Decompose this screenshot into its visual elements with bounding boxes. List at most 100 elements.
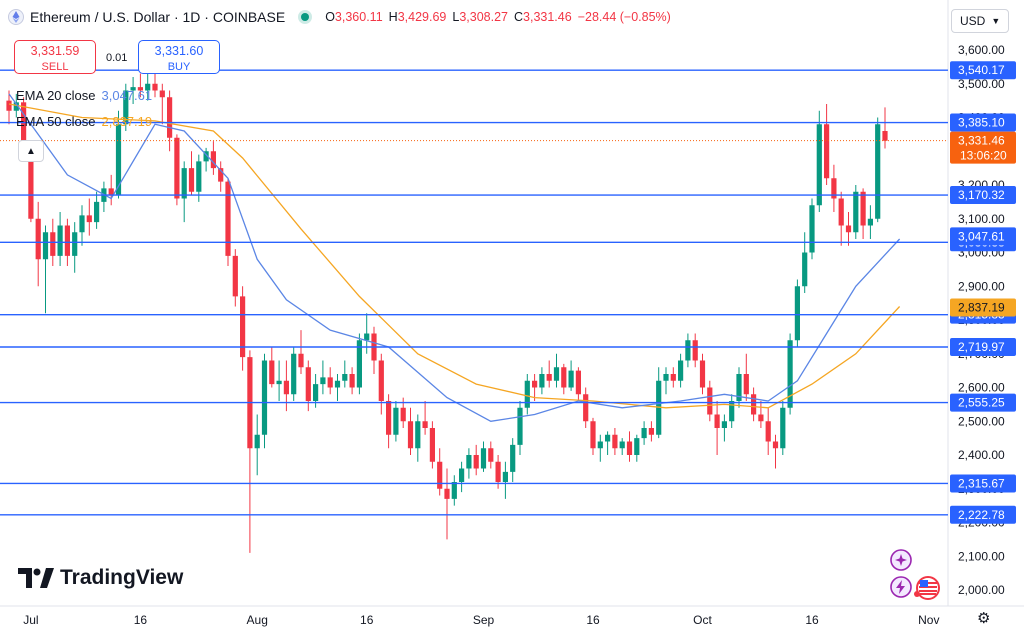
ai-assistant-button[interactable] bbox=[890, 549, 912, 571]
level-price-tag bbox=[950, 393, 1016, 412]
candle-body bbox=[342, 374, 348, 381]
collapse-legend-button[interactable]: ▲ bbox=[18, 140, 44, 162]
candle-body bbox=[692, 340, 698, 361]
symbol-title[interactable]: Ethereum / U.S. Dollar · 1D · COINBASE bbox=[30, 9, 286, 25]
candle-body bbox=[291, 353, 297, 395]
level-price-label: 2,222.78 bbox=[958, 508, 1005, 522]
ema20-value: 3,047.61 bbox=[101, 88, 153, 103]
candle-body bbox=[875, 124, 881, 219]
candle-body bbox=[553, 367, 560, 381]
candle-body bbox=[678, 360, 684, 381]
market-open-indicator bbox=[301, 13, 310, 21]
sparkle-icon bbox=[890, 549, 912, 571]
candle-body bbox=[867, 218, 873, 226]
x-tick-label: Jul bbox=[23, 613, 38, 627]
candle-body bbox=[495, 461, 501, 482]
x-tick-label: 16 bbox=[586, 613, 600, 627]
gear-icon[interactable]: ⚙ bbox=[977, 610, 991, 627]
candle-body bbox=[736, 374, 742, 401]
candle-body bbox=[561, 367, 567, 388]
candle-body bbox=[334, 380, 341, 388]
candle-body bbox=[532, 380, 538, 388]
level-price-tag bbox=[950, 338, 1016, 357]
level-price-tag bbox=[950, 505, 1016, 524]
y-tick-label: 2,900.00 bbox=[958, 279, 1005, 293]
candle-body bbox=[524, 380, 530, 408]
candle-body bbox=[386, 401, 392, 435]
level-price-label: 3,170.32 bbox=[958, 188, 1005, 202]
candle-body bbox=[276, 380, 282, 385]
candle-body bbox=[378, 360, 384, 401]
candle-body bbox=[145, 83, 151, 91]
ema50-value: 2,837.19 bbox=[101, 114, 153, 129]
last-price-label: 3,331.46 bbox=[958, 134, 1005, 148]
ema-price-label: 2,837.19 bbox=[958, 300, 1005, 314]
candle-body bbox=[626, 441, 633, 455]
price-change: −28.44 (−0.85%) bbox=[577, 10, 671, 24]
candle-body bbox=[809, 205, 815, 253]
candle-body bbox=[174, 137, 180, 199]
ohlc-values: O3,360.11 H3,429.69 L3,308.27 C3,331.46 … bbox=[325, 10, 671, 24]
x-tick-label: 16 bbox=[805, 613, 819, 627]
sell-label: SELL bbox=[41, 61, 69, 73]
candle-body bbox=[356, 340, 362, 388]
buy-button[interactable]: 3,331.60 BUY bbox=[138, 40, 220, 74]
currency-selector[interactable]: USD ▼ bbox=[951, 9, 1009, 33]
candle-body bbox=[882, 131, 888, 141]
level-price-label: 2,719.97 bbox=[958, 340, 1005, 354]
candle-body bbox=[13, 102, 19, 111]
candle-body bbox=[159, 90, 165, 98]
y-tick-label: 2,000.00 bbox=[958, 583, 1005, 597]
candle-body bbox=[473, 455, 479, 469]
ema50-line bbox=[8, 103, 901, 409]
candle-body bbox=[400, 407, 406, 422]
chart-header: Ethereum / U.S. Dollar · 1D · COINBASE O… bbox=[8, 9, 671, 25]
candle-body bbox=[320, 377, 326, 385]
level-price-tag bbox=[950, 61, 1016, 80]
candle-body bbox=[218, 168, 224, 182]
buy-price: 3,331.60 bbox=[154, 44, 204, 58]
candle-body bbox=[115, 124, 122, 196]
candle-body bbox=[539, 374, 545, 388]
candle-body bbox=[619, 441, 625, 449]
candle-body bbox=[758, 414, 764, 422]
candle-body bbox=[188, 168, 195, 192]
ema-price-label: 3,047.61 bbox=[958, 229, 1005, 243]
candle-body bbox=[6, 100, 12, 111]
ema20-legend[interactable]: EMA 20 close 3,047.61 bbox=[16, 88, 153, 103]
candle-body bbox=[612, 434, 618, 449]
lightning-button[interactable] bbox=[890, 576, 912, 598]
candle-body bbox=[853, 191, 859, 233]
y-tick-label: 3,600.00 bbox=[958, 43, 1005, 57]
candle-body bbox=[137, 87, 143, 91]
candle-body bbox=[210, 151, 216, 169]
candle-body bbox=[152, 83, 158, 91]
candle-body bbox=[50, 232, 56, 256]
level-price-tag bbox=[950, 474, 1016, 493]
us-flag-button[interactable] bbox=[912, 576, 942, 600]
candle-body bbox=[21, 102, 27, 155]
candle-body bbox=[831, 178, 837, 199]
candle-body bbox=[546, 374, 552, 381]
y-tick-label: 2,600.00 bbox=[958, 381, 1005, 395]
candle-body bbox=[35, 218, 41, 260]
candle-body bbox=[269, 360, 275, 385]
candle-body bbox=[232, 255, 238, 297]
y-tick-label: 2,100.00 bbox=[958, 549, 1005, 563]
candle-body bbox=[502, 471, 508, 482]
candle-body bbox=[641, 428, 647, 439]
x-tick-label: 16 bbox=[360, 613, 374, 627]
candle-body bbox=[167, 97, 173, 138]
candle-body bbox=[517, 407, 523, 445]
candle-body bbox=[466, 455, 472, 469]
lightning-icon bbox=[890, 576, 912, 598]
sell-button[interactable]: 3,331.59 SELL bbox=[14, 40, 96, 74]
tradingview-logo: TradingView bbox=[18, 566, 183, 590]
candle-body bbox=[802, 252, 808, 287]
candle-body bbox=[663, 374, 669, 381]
candle-body bbox=[313, 384, 319, 401]
candle-body bbox=[816, 124, 822, 206]
ema50-legend[interactable]: EMA 50 close 2,837.19 bbox=[16, 114, 153, 129]
candle-body bbox=[181, 168, 187, 199]
